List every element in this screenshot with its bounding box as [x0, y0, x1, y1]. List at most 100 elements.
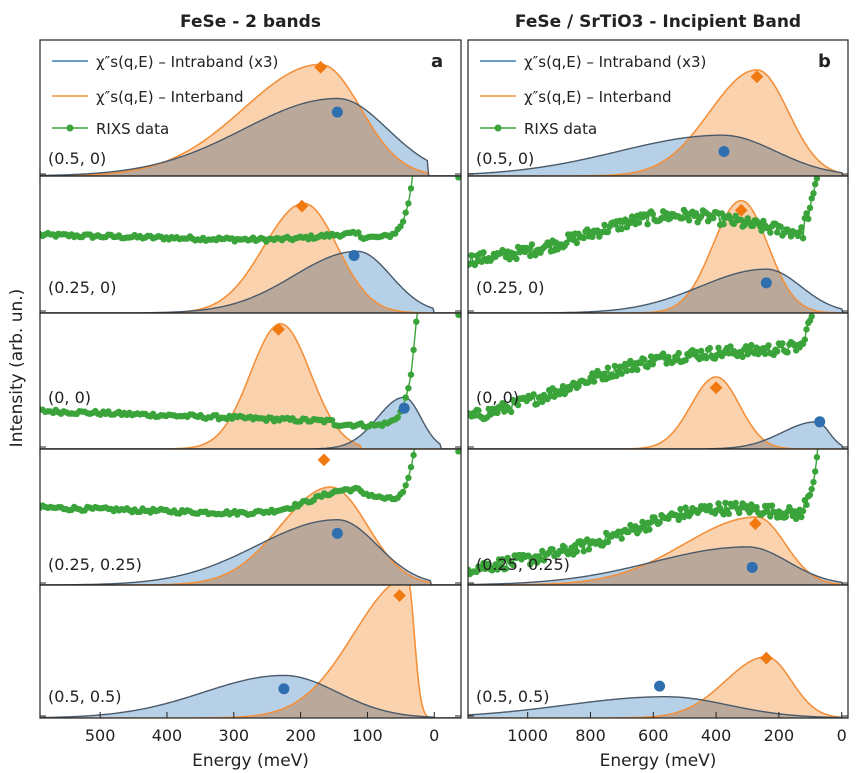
overlap-fill [468, 440, 848, 449]
q-label: (0.25, 0) [476, 278, 544, 297]
rixs-point [492, 561, 499, 568]
rixs-point [573, 239, 580, 247]
rixs-point [455, 449, 461, 455]
rixs-point [580, 548, 587, 555]
rixs-point [774, 348, 781, 355]
rixs-point [480, 249, 487, 256]
rixs-point [546, 242, 553, 249]
rixs-point [416, 116, 422, 122]
legend-rixs: RIXS data [524, 120, 597, 138]
rixs-point [798, 513, 805, 521]
rixs-point [682, 357, 689, 364]
rixs-point [803, 501, 810, 508]
x-tick-label: 200 [764, 726, 795, 745]
rixs-point [810, 478, 817, 486]
rixs-point [502, 565, 510, 572]
rixs-point [399, 488, 407, 496]
panel-title: FeSe / SrTiO3 - Incipient Band [515, 12, 801, 32]
rixs-point [532, 252, 539, 259]
x-axis-label: Energy (meV) [600, 751, 717, 771]
legend-intraband: χ″s(q,E) – Intraband (x3) [524, 53, 706, 71]
rixs-point [679, 215, 686, 222]
q-label: (0.5, 0.5) [476, 687, 550, 706]
intraband-peak-marker [814, 416, 826, 428]
rixs-point [618, 225, 625, 233]
interband-line [40, 202, 461, 313]
rixs-point [680, 513, 688, 521]
rixs-point [821, 109, 827, 115]
interband-line [40, 585, 461, 718]
intraband-peak-marker [278, 683, 290, 695]
rixs-point [589, 233, 596, 240]
rixs-point [468, 252, 475, 259]
rixs-point [799, 507, 807, 515]
rixs-point [418, 387, 424, 393]
rixs-point [706, 344, 713, 352]
interband-peak-marker [295, 199, 309, 213]
y-axis-label: Intensity (arb. un.) [7, 289, 27, 448]
interband-fill [468, 376, 848, 449]
rixs-point [453, 438, 459, 444]
rixs-point [675, 516, 682, 524]
rixs-point [656, 519, 663, 526]
rixs-point [814, 286, 820, 292]
legend: χ″s(q,E) – Intraband (x3) χ″s(q,E) – Inte… [480, 53, 706, 138]
rixs-point [824, 392, 830, 398]
rixs-point [826, 103, 832, 109]
interband-line [468, 656, 848, 718]
x-tick-label: 100 [352, 726, 383, 745]
rixs-point [822, 386, 828, 392]
row-4: (0.5, 0.5) [467, 584, 849, 719]
legend: χ″s(q,E) – Intraband (x3) χ″s(q,E) – Inte… [52, 53, 278, 138]
rixs-point [513, 255, 520, 262]
rixs-point [447, 423, 453, 429]
rixs-point [828, 388, 834, 394]
interband-line [468, 69, 848, 176]
rixs-point [618, 535, 625, 542]
row-1: (0.25, 0) [467, 103, 849, 314]
rixs-point [749, 222, 757, 229]
x-tick-label: 800 [575, 726, 606, 745]
panel-letter: a [431, 51, 443, 72]
rixs-point [805, 215, 812, 223]
rixs-point [447, 288, 453, 294]
rixs-point [590, 378, 598, 385]
rixs-point [821, 385, 827, 391]
rixs-point [485, 561, 492, 568]
rixs-point [819, 121, 825, 127]
rixs-point [328, 417, 336, 424]
row-2: (0, 0) [467, 286, 849, 450]
rixs-point [819, 397, 825, 403]
rixs-point [580, 234, 587, 242]
overlap-fill [468, 546, 848, 585]
rixs-point [604, 364, 612, 371]
q-label: (0.5, 0.5) [48, 687, 122, 706]
x-tick-label: 1000 [507, 726, 548, 745]
rixs-point [675, 349, 682, 357]
intraband-line [40, 674, 461, 718]
rixs-point [471, 412, 479, 419]
rixs-point [720, 220, 727, 228]
rixs-point [407, 185, 415, 192]
intraband-peak-marker [760, 277, 772, 289]
intraband-peak-marker [398, 402, 410, 414]
rixs-point [767, 513, 774, 520]
rixs-point [808, 485, 815, 493]
rixs-point [710, 214, 717, 222]
rixs-point [551, 393, 558, 400]
rixs-point [649, 361, 656, 368]
row-4: (0.5, 0.5) [39, 584, 462, 719]
rixs-point [763, 508, 770, 515]
rixs-point [813, 454, 821, 461]
rixs-point [677, 505, 684, 513]
legend-intraband: χ″s(q,E) – Intraband (x3) [96, 53, 278, 71]
rixs-point [402, 394, 409, 401]
overlap-fill [468, 269, 848, 313]
x-tick-label: 0 [837, 726, 847, 745]
rixs-point [822, 104, 828, 110]
rixs-point [508, 408, 515, 416]
rixs-point [549, 546, 556, 553]
rixs-point [799, 235, 807, 242]
interband-line [40, 486, 461, 585]
row-1: (0.25, 0) [39, 116, 462, 314]
